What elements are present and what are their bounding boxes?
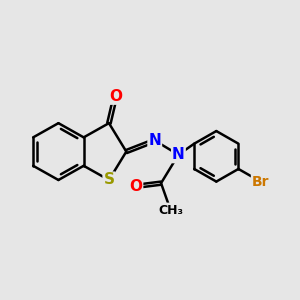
Text: S: S bbox=[103, 172, 114, 188]
Text: Br: Br bbox=[252, 175, 269, 189]
Text: N: N bbox=[172, 147, 185, 162]
Text: N: N bbox=[148, 133, 161, 148]
Text: O: O bbox=[129, 179, 142, 194]
Text: CH₃: CH₃ bbox=[158, 203, 183, 217]
Text: O: O bbox=[109, 89, 122, 104]
